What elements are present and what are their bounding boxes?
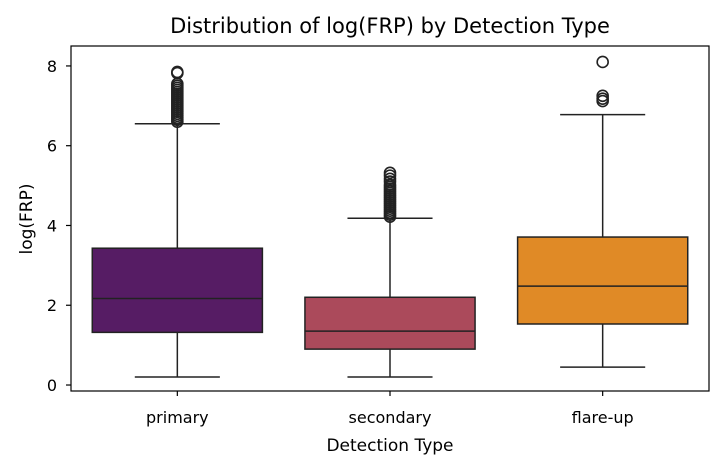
x-tick-label: primary	[146, 408, 209, 427]
y-axis-label: log(FRP)	[17, 183, 37, 254]
iqr-box	[516, 236, 689, 325]
y-tick-label: 4	[47, 216, 57, 235]
y-tick-label: 2	[47, 296, 57, 315]
outlier-point	[596, 89, 609, 103]
outlier-point	[383, 166, 397, 180]
y-tick-label: 6	[47, 137, 57, 156]
plot-area	[91, 55, 689, 378]
iqr-box	[304, 296, 476, 350]
box-flare-up	[516, 55, 689, 368]
y-tick-label: 0	[47, 376, 57, 395]
chart-title: Distribution of log(FRP) by Detection Ty…	[170, 14, 610, 38]
outlier-point	[383, 172, 397, 186]
y-tick-label: 8	[47, 57, 57, 76]
iqr-box	[91, 247, 264, 334]
x-axis-label: Detection Type	[326, 436, 453, 456]
x-tick-label: secondary	[349, 408, 432, 427]
outlier-point	[171, 65, 184, 79]
box-primary	[91, 65, 264, 378]
outlier-point	[383, 178, 397, 192]
outlier-point	[596, 55, 609, 69]
box-secondary	[304, 166, 476, 378]
axes: primary secondary flare-up 0 2 4 6 8	[47, 57, 634, 427]
x-tick-label: flare-up	[572, 408, 634, 427]
